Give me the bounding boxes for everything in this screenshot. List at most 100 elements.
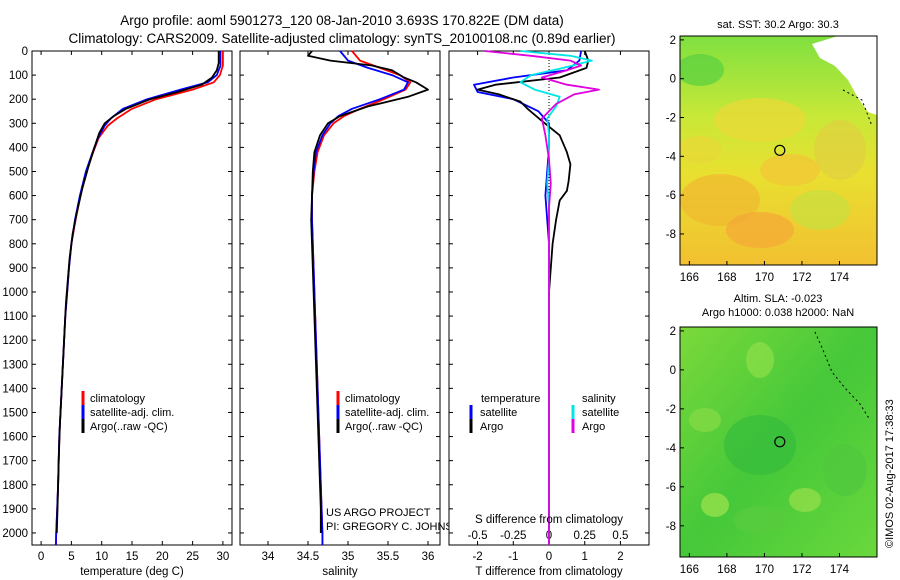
s-tick-label: 0.25	[574, 530, 596, 542]
x-tick-label: 0	[38, 551, 44, 563]
depth-tick-label: 700	[9, 215, 28, 227]
temperature-legend: climatology satellite-adj. clim. Argo(..…	[81, 391, 174, 433]
field-patch	[790, 190, 850, 230]
salinity-panel: 34 34.5 35 35.5 36 salinity climatology sate…	[239, 50, 469, 578]
x-tick-label: 30	[217, 551, 230, 563]
map-y-tick-label: -6	[666, 482, 676, 494]
sst-coastline	[842, 89, 873, 127]
field-patch	[734, 506, 786, 534]
map-x-tick-label: 170	[755, 564, 774, 576]
field-patch	[689, 408, 721, 432]
map-x-tick-label: 170	[755, 272, 774, 284]
x-tick-label: 10	[95, 551, 108, 563]
field-patch	[680, 54, 724, 86]
s-difference-label: S difference from climatology	[475, 514, 623, 526]
depth-tick-label: 1500	[2, 407, 28, 419]
x-tick-label: 25	[186, 551, 199, 563]
temperature-xlabel: temperature (deg C)	[80, 566, 184, 578]
figure-title-line1: Argo profile: aoml 5901273_120 08-Jan-20…	[120, 13, 564, 28]
depth-tick-label: 1900	[2, 504, 28, 516]
depth-tick-label: 500	[9, 166, 28, 178]
legend-label-argo: Argo(..raw -QC)	[90, 421, 168, 433]
map-y-tick-label: 2	[670, 35, 676, 47]
legend-label-satellite: satellite-adj. clim.	[345, 407, 429, 419]
series-line-t-argo	[476, 50, 590, 545]
field-patch	[680, 174, 760, 226]
imos-timestamp: ©IMOS 02-Aug-2017 17:38:33	[884, 399, 896, 548]
sst-field-patches	[680, 54, 866, 248]
series-line-argo-raw-qc-	[55, 51, 220, 534]
legend-header-temperature: temperature	[481, 393, 540, 405]
map-y-tick-label: 0	[670, 74, 676, 86]
field-patch	[823, 444, 867, 496]
x-tick-label: 35.5	[377, 551, 399, 563]
map-y-tick-label: -4	[666, 151, 677, 163]
sla-coastline	[814, 331, 871, 421]
map-y-tick-label: -4	[666, 443, 677, 455]
sla-map-title-line2: Argo h1000: 0.038 h2000: NaN	[702, 307, 854, 319]
sst-map-title: sat. SST: 30.2 Argo: 30.3	[717, 19, 839, 31]
field-patch	[789, 488, 821, 512]
legend-label-s-argo: Argo	[582, 421, 605, 433]
x-tick-label: 0	[546, 551, 552, 563]
legend-label-s-satellite: satellite	[582, 407, 619, 419]
t-difference-xlabel: T difference from climatology	[475, 566, 622, 578]
depth-tick-label: 1600	[2, 432, 28, 444]
map-x-tick-label: 172	[792, 272, 811, 284]
temperature-panel: 0 5 10 15 20 25 30 temperature (deg C) climato…	[31, 50, 233, 578]
depth-tick-label: 0	[22, 46, 28, 58]
depth-tick-label: 2000	[2, 528, 28, 540]
depth-tick-label: 200	[9, 94, 28, 106]
x-tick-label: -1	[508, 551, 518, 563]
sla-map-title-line1: Altim. SLA: -0.023	[734, 293, 823, 305]
depth-tick-label: 1400	[2, 383, 28, 395]
depth-tick-label: 1000	[2, 287, 28, 299]
map-x-tick-label: 166	[680, 564, 699, 576]
depth-tick-label: 600	[9, 191, 28, 203]
map-y-tick-label: -6	[666, 190, 676, 202]
salinity-plot-frame	[239, 50, 441, 546]
legend-label-climatology: climatology	[345, 393, 401, 405]
depth-tick-label: 1800	[2, 480, 28, 492]
map-y-tick-label: -8	[666, 229, 676, 241]
depth-tick-label: 300	[9, 118, 28, 130]
x-tick-label: 36	[422, 551, 435, 563]
legend-header-salinity: salinity	[582, 393, 616, 405]
legend-label-argo: Argo(..raw -QC)	[345, 421, 423, 433]
temperature-plot-frame	[31, 50, 233, 546]
map-x-tick-label: 166	[680, 272, 699, 284]
legend-label-satellite: satellite-adj. clim.	[90, 407, 174, 419]
x-tick-label: 35	[342, 551, 355, 563]
x-tick-label: 15	[126, 551, 139, 563]
s-tick-label: 0.5	[612, 530, 628, 542]
sst-land-mask	[812, 36, 877, 115]
field-patch	[726, 212, 794, 248]
x-tick-label: -2	[472, 551, 482, 563]
map-x-tick-label: 168	[717, 564, 736, 576]
depth-tick-label: 100	[9, 70, 28, 82]
legend-label-t-argo: Argo	[480, 421, 503, 433]
sla-field-patches	[689, 342, 867, 534]
legend-label-t-satellite: satellite	[480, 407, 517, 419]
sla-map-frame	[679, 326, 878, 558]
sla-argo-location-marker	[774, 436, 786, 448]
pi-credit: PI: GREGORY C. JOHNSON	[326, 521, 469, 533]
map-y-tick-label: 2	[670, 326, 676, 338]
x-tick-label: 34	[262, 551, 275, 563]
depth-tick-label: 1200	[2, 335, 28, 347]
map-y-tick-label: -8	[666, 521, 676, 533]
map-x-tick-label: 168	[717, 272, 736, 284]
salinity-legend: climatology satellite-adj. clim. Argo(..…	[336, 391, 429, 433]
depth-tick-label: 1700	[2, 456, 28, 468]
salinity-xlabel: salinity	[322, 566, 357, 578]
difference-legend: temperature salinity satellite Argo sate…	[469, 393, 619, 433]
series-line-s-argo	[484, 50, 600, 545]
field-patch	[814, 120, 866, 180]
x-tick-label: 2	[617, 551, 623, 563]
depth-tick-label: 400	[9, 142, 28, 154]
difference-panel: -2 -1 0 1 2-0.5 -0.25 0 0.25 0.5 T difference fr…	[448, 50, 650, 578]
s-tick-label: -0.25	[500, 530, 526, 542]
field-patch	[680, 136, 722, 164]
map-y-tick-label: 0	[670, 365, 676, 377]
